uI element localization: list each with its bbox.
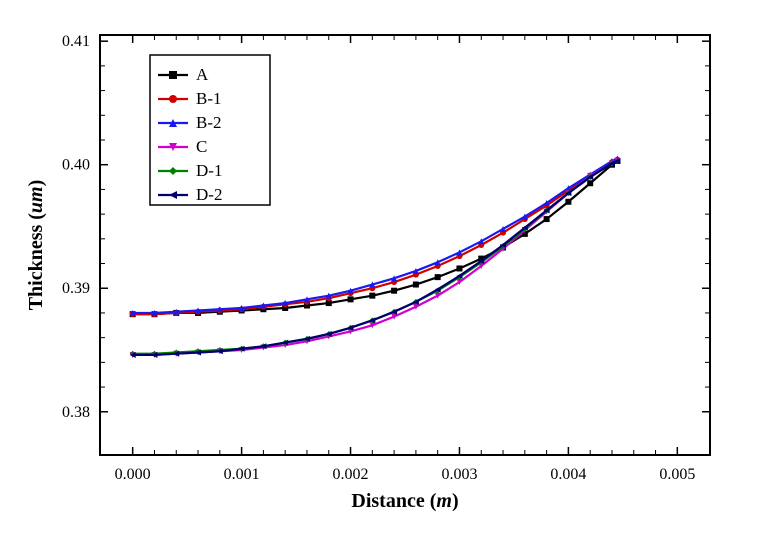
line-chart: 0.000 0.001 0.002 0.003 0.004 0.005 0.38 0.39 0.…	[0, 0, 774, 545]
svg-text:D-1: D-1	[196, 161, 222, 180]
svg-text:0.000: 0.000	[115, 466, 151, 483]
svg-text:Distance (m): Distance (m)	[351, 490, 458, 512]
svg-text:0.38: 0.38	[62, 404, 90, 421]
svg-text:D-2: D-2	[196, 185, 222, 204]
svg-text:0.001: 0.001	[224, 466, 260, 483]
svg-text:0.40: 0.40	[62, 157, 90, 174]
svg-text:0.004: 0.004	[550, 466, 586, 483]
svg-text:0.003: 0.003	[441, 466, 477, 483]
svg-text:Thickness (um): Thickness (um)	[25, 180, 47, 311]
svg-text:0.39: 0.39	[62, 280, 90, 297]
svg-text:0.41: 0.41	[62, 33, 90, 50]
svg-text:C: C	[196, 137, 207, 156]
svg-text:0.005: 0.005	[659, 466, 695, 483]
svg-text:B-1: B-1	[196, 89, 222, 108]
svg-text:A: A	[196, 65, 209, 84]
chart-container: 0.000 0.001 0.002 0.003 0.004 0.005 0.38 0.39 0.…	[0, 0, 774, 545]
svg-text:0.002: 0.002	[333, 466, 369, 483]
svg-text:B-2: B-2	[196, 113, 222, 132]
